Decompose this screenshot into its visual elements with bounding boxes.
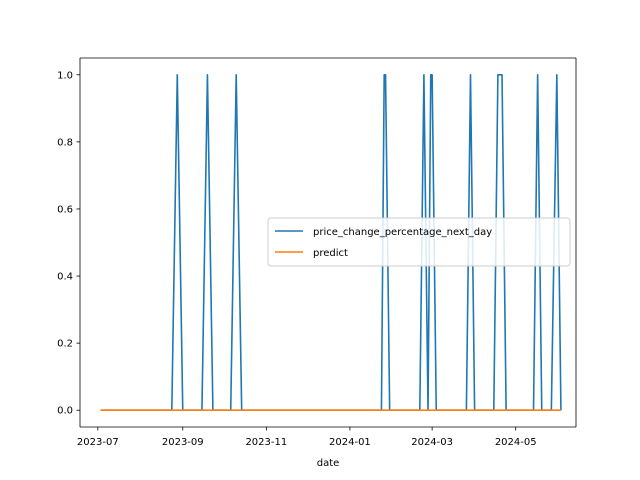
y-tick-label: 0.2 [57, 339, 73, 350]
y-tick-label: 0.4 [57, 272, 73, 283]
x-tick-label: 2024-05 [495, 437, 537, 448]
x-axis-ticks: 2023-07 2023-09 2023-11 2024-01 2024-03 2024-… [77, 427, 537, 448]
legend: price_change_percentage_next_day predict [267, 217, 571, 267]
y-tick-label: 0.6 [57, 204, 73, 215]
y-tick-label: 0.0 [57, 406, 73, 417]
x-tick-label: 2023-11 [245, 437, 287, 448]
y-tick-label: 1.0 [57, 70, 73, 81]
y-tick-label: 0.8 [57, 137, 73, 148]
legend-label-price-change: price_change_percentage_next_day [313, 227, 492, 238]
x-tick-label: 2023-07 [77, 437, 119, 448]
axes-frame [79, 57, 577, 428]
x-tick-label: 2024-01 [329, 437, 371, 448]
x-tick-label: 2023-09 [162, 437, 204, 448]
legend-box [267, 217, 571, 267]
x-axis-label: date [317, 458, 340, 469]
series-layer [100, 73, 562, 412]
y-axis-ticks: 0.0 0.2 0.4 0.6 0.8 1.0 [57, 70, 80, 417]
x-tick-label: 2024-03 [411, 437, 453, 448]
legend-label-predict: predict [313, 248, 348, 259]
